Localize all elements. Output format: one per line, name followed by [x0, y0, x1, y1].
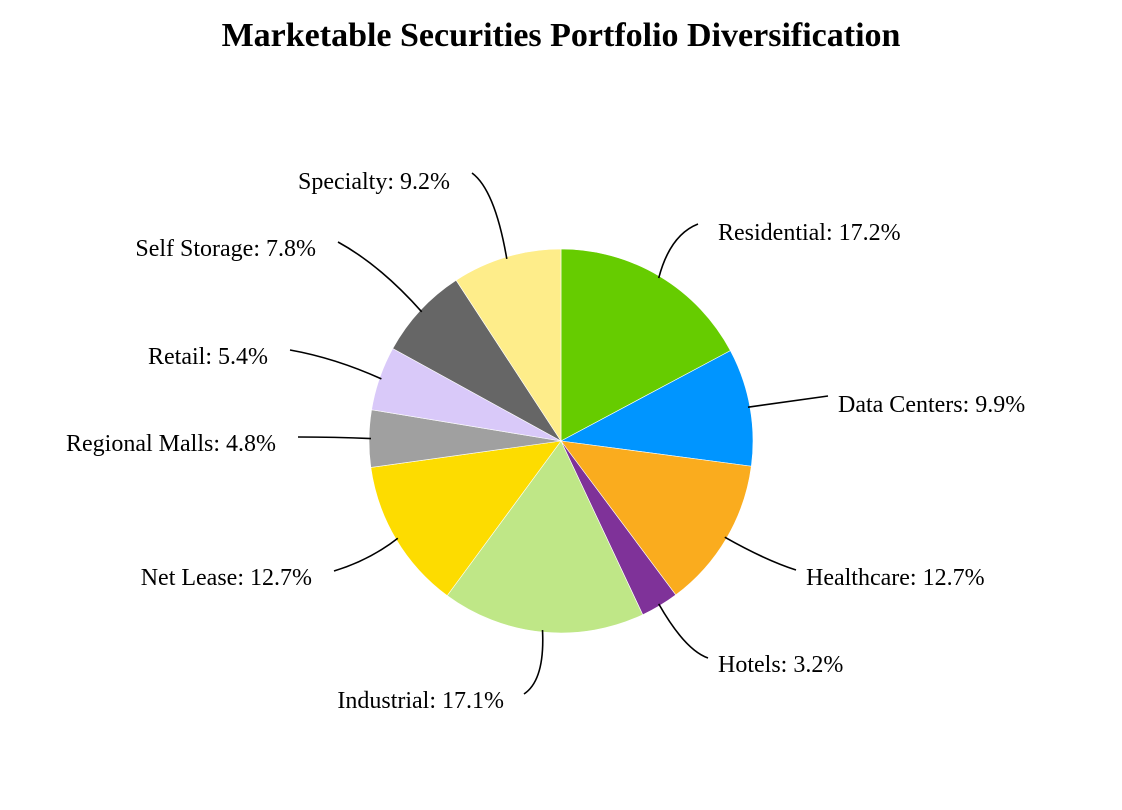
leader-line-residential	[657, 223, 699, 279]
leader-line-self-storage	[337, 241, 423, 313]
leader-lines	[289, 172, 829, 695]
slice-label-specialty: Specialty: 9.2%	[298, 169, 450, 195]
slice-label-retail: Retail: 5.4%	[148, 344, 268, 370]
leader-line-regional-malls	[297, 436, 372, 440]
leader-line-hotels	[658, 603, 709, 659]
leader-line-data-centers	[747, 395, 829, 408]
leader-line-healthcare	[724, 536, 797, 571]
slice-labels: Residential: 17.2% Data Centers: 9.9% Heal…	[66, 169, 1025, 714]
leader-line-specialty	[471, 172, 508, 260]
slice-label-hotels: Hotels: 3.2%	[718, 652, 843, 678]
slice-label-industrial: Industrial: 17.1%	[337, 688, 504, 714]
slice-label-self-storage: Self Storage: 7.8%	[135, 236, 316, 262]
slice-label-net-lease: Net Lease: 12.7%	[141, 565, 312, 591]
leader-line-retail	[289, 349, 382, 380]
chart-title: Marketable Securities Portfolio Diversif…	[222, 17, 901, 54]
leader-line-industrial	[523, 630, 544, 695]
pie-slices	[368, 248, 754, 634]
slice-label-data-centers: Data Centers: 9.9%	[838, 392, 1025, 418]
slice-label-residential: Residential: 17.2%	[718, 220, 901, 246]
slice-label-healthcare: Healthcare: 12.7%	[806, 565, 985, 591]
slice-label-regional-malls: Regional Malls: 4.8%	[66, 431, 276, 457]
leader-line-net-lease	[333, 537, 399, 572]
